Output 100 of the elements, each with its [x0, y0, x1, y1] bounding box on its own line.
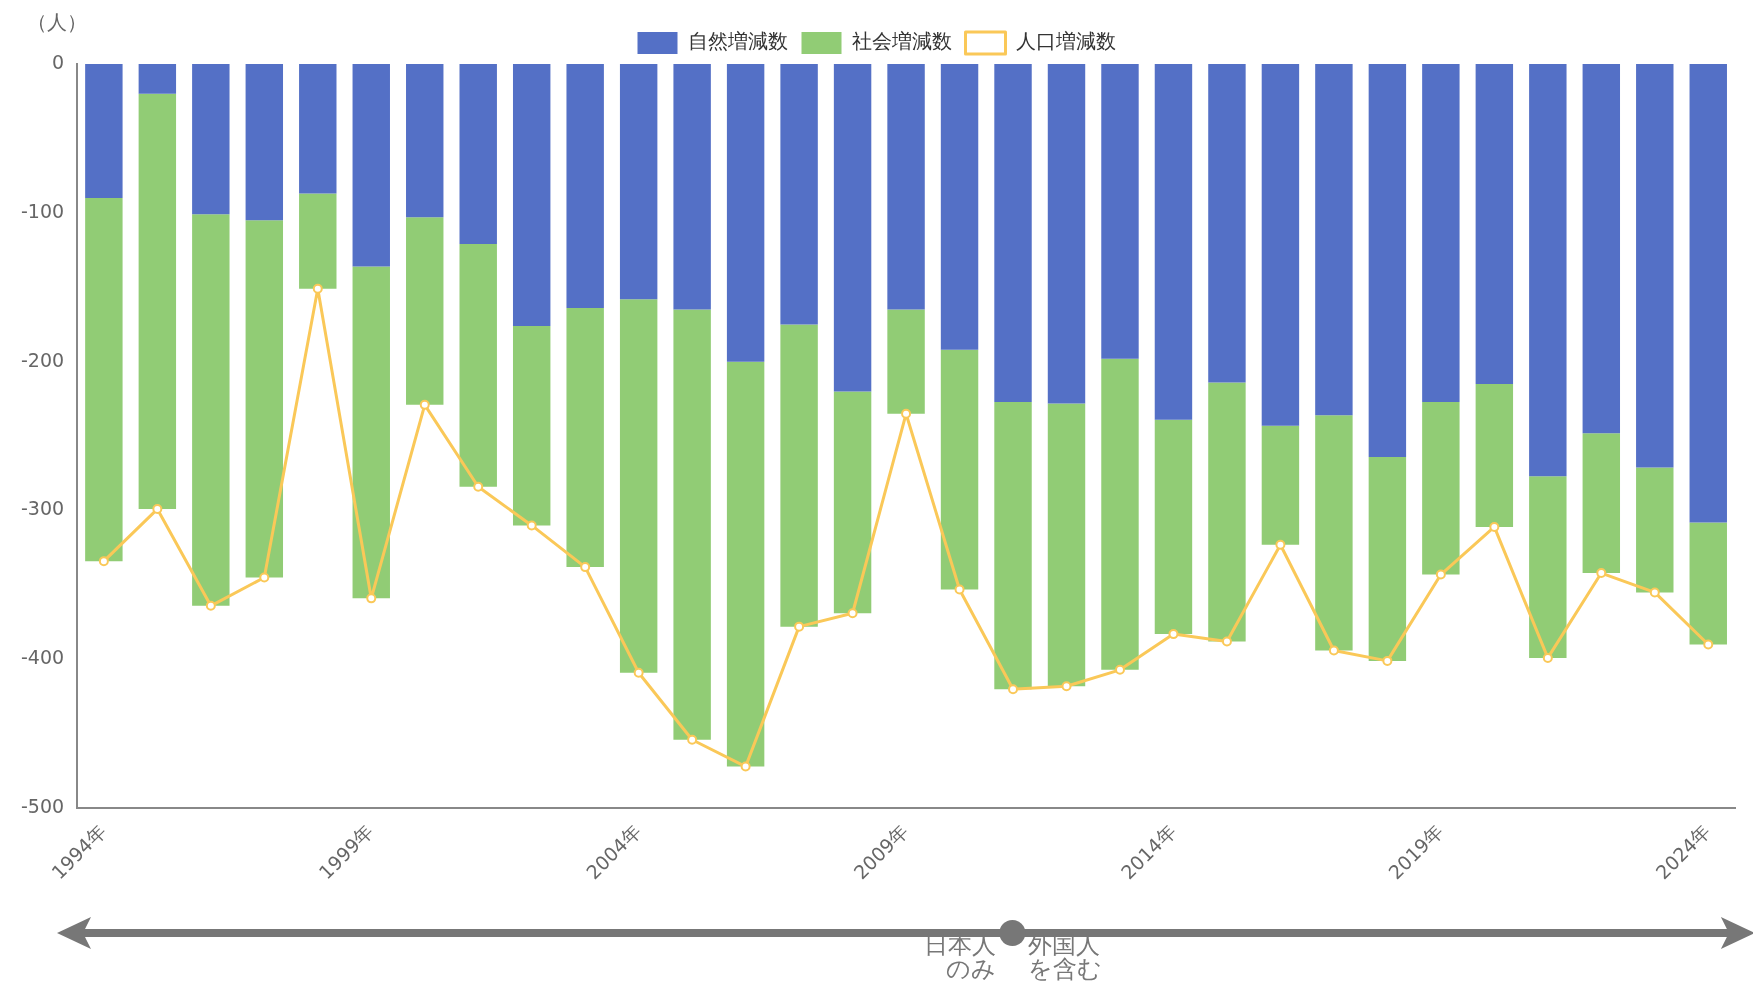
- bar: [780, 324, 818, 627]
- bar: [994, 64, 1032, 402]
- point: [1221, 636, 1232, 647]
- bar: [85, 64, 123, 198]
- bar: [1368, 456, 1407, 661]
- bar: [459, 64, 497, 245]
- bar: [1047, 64, 1086, 404]
- bar: [138, 93, 177, 510]
- bar: [1261, 64, 1300, 426]
- bar: [1154, 419, 1193, 635]
- bar: [940, 349, 979, 590]
- bar: [1368, 64, 1407, 457]
- point: [633, 667, 644, 678]
- point: [901, 408, 912, 419]
- bar: [1582, 433, 1621, 574]
- point: [312, 283, 323, 294]
- bar: [726, 361, 765, 767]
- bar: [1422, 64, 1460, 402]
- point: [847, 608, 858, 619]
- point: [152, 504, 163, 515]
- y-tick-label: -500: [21, 795, 65, 818]
- bar: [192, 64, 230, 215]
- bar: [1101, 358, 1139, 670]
- point: [98, 556, 109, 567]
- y-tick-label: -400: [21, 646, 65, 669]
- bar: [1154, 64, 1193, 420]
- point: [1435, 569, 1446, 580]
- bar: [1208, 64, 1246, 383]
- bar: [1422, 401, 1460, 575]
- bar: [512, 64, 551, 326]
- bar: [512, 325, 551, 526]
- bar: [833, 391, 872, 614]
- bar: [619, 64, 658, 300]
- bar: [673, 64, 711, 310]
- point: [1596, 568, 1607, 579]
- bar: [566, 308, 604, 568]
- bar: [887, 64, 925, 310]
- bar: [138, 64, 177, 94]
- point: [1382, 655, 1393, 666]
- legend-label: 社会増減数: [851, 29, 952, 54]
- point: [366, 593, 377, 604]
- bar: [1582, 64, 1621, 434]
- point: [740, 761, 751, 772]
- bar: [994, 401, 1032, 690]
- bar: [1529, 64, 1567, 477]
- point: [687, 734, 698, 745]
- point: [1061, 681, 1072, 692]
- bar: [1475, 384, 1514, 527]
- bar: [1261, 425, 1300, 545]
- bar: [352, 64, 390, 267]
- bar: [1475, 64, 1514, 385]
- point: [1649, 587, 1660, 598]
- y-tick-label: 0: [52, 50, 65, 73]
- legend-label: 人口増減数: [1015, 29, 1116, 54]
- bar: [673, 309, 711, 740]
- point: [259, 572, 270, 583]
- bar: [1101, 64, 1139, 359]
- point: [526, 520, 537, 531]
- bar: [1208, 382, 1246, 642]
- point: [1703, 639, 1714, 650]
- point: [1542, 652, 1553, 663]
- bar: [940, 64, 979, 350]
- point: [1328, 645, 1339, 656]
- point: [1008, 684, 1019, 695]
- bar: [352, 266, 390, 599]
- bar: [1529, 476, 1567, 658]
- bar: [299, 193, 337, 289]
- bar: [406, 217, 444, 405]
- point: [205, 600, 216, 611]
- bar: [299, 64, 337, 194]
- bar: [833, 64, 872, 392]
- bar: [1689, 522, 1727, 645]
- bar: [245, 220, 284, 578]
- bar: [887, 309, 925, 414]
- bar: [406, 64, 444, 218]
- point: [1168, 629, 1179, 640]
- point: [1489, 521, 1500, 532]
- bar: [85, 197, 123, 562]
- point: [1275, 539, 1286, 550]
- y-axis-title: （人）: [27, 10, 88, 35]
- y-tick-label: -300: [21, 497, 65, 520]
- point: [473, 481, 484, 492]
- y-tick-label: -100: [21, 199, 65, 222]
- bar: [1315, 64, 1353, 416]
- point: [794, 621, 805, 632]
- point: [1114, 664, 1125, 675]
- bar: [1315, 415, 1353, 651]
- y-tick-label: -200: [21, 348, 65, 371]
- bar: [1636, 64, 1674, 468]
- point: [419, 399, 430, 410]
- point: [954, 584, 965, 595]
- bar: [566, 64, 604, 309]
- bar: [726, 64, 765, 362]
- point: [580, 562, 591, 573]
- legend-label: 自然増減数: [687, 29, 788, 54]
- bar: [245, 64, 284, 221]
- bar: [1047, 403, 1086, 687]
- bar: [192, 214, 230, 606]
- bar: [1636, 467, 1674, 593]
- bar: [780, 64, 818, 325]
